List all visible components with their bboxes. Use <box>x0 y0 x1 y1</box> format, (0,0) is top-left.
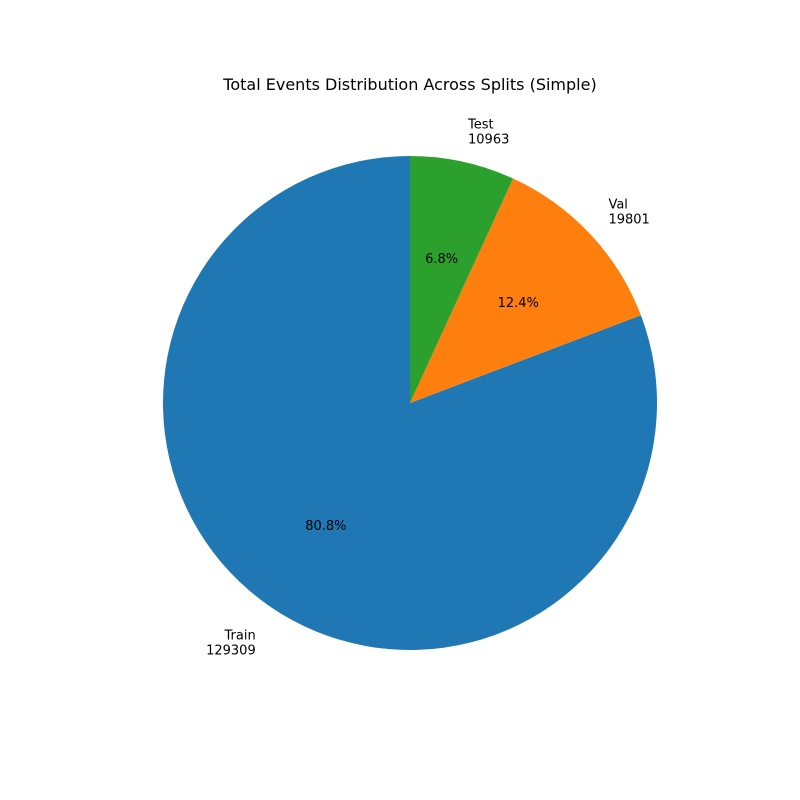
percent-label-train: 80.8% <box>305 519 346 534</box>
slice-label-val: Val 19801 <box>608 197 649 227</box>
pie-labels: Train 129309 80.8% Val 19801 12.4% Test 10963 6.… <box>206 118 650 659</box>
pie-slice-test <box>410 156 514 403</box>
pie-slices <box>162 156 657 650</box>
slice-label-test: Test 10963 <box>467 118 509 148</box>
slice-label-name: Val <box>608 197 627 212</box>
slice-label-name: Train <box>224 628 256 643</box>
slice-label-train: Train 129309 <box>206 628 256 658</box>
slice-label-value: 129309 <box>206 643 256 658</box>
pie-slice-val <box>410 178 641 403</box>
percent-label-test: 6.8% <box>425 252 458 267</box>
pie-slice-train <box>162 156 657 650</box>
slice-label-name: Test <box>467 118 494 133</box>
slice-label-value: 19801 <box>608 212 649 227</box>
percent-label-val: 12.4% <box>498 296 539 311</box>
chart-title: Total Events Distribution Across Splits … <box>222 75 596 94</box>
slice-label-value: 10963 <box>468 133 509 148</box>
